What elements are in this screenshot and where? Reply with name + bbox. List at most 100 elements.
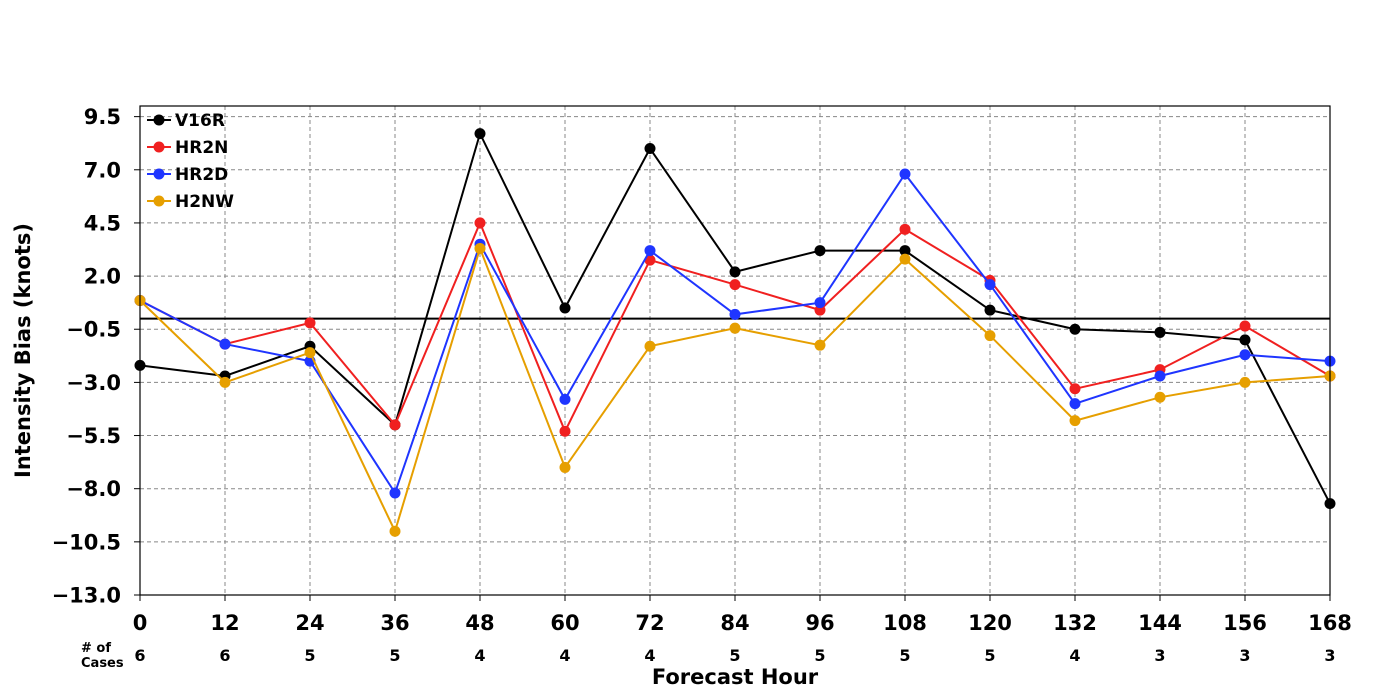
data-point-v16r [1154,326,1166,338]
data-point-h2nw [984,330,996,342]
data-point-h2nw [1239,376,1251,388]
data-point-hr2d [1069,398,1081,410]
data-point-hr2d [559,393,571,405]
y-tick-label: 4.5 [84,211,121,235]
x-tick-label: 0 [133,611,148,635]
data-point-h2nw [474,242,486,254]
x-tick-label: 72 [635,611,664,635]
cases-value: 4 [559,646,570,665]
x-tick-label: 48 [465,611,494,635]
legend-marker-h2nw [153,195,165,207]
data-point-v16r [814,245,826,257]
data-point-hr2n [729,279,741,291]
data-point-h2nw [729,322,741,334]
data-point-v16r [644,143,656,155]
cases-value: 3 [1154,646,1165,665]
data-point-hr2d [984,279,996,291]
data-point-h2nw [814,339,826,351]
legend-label-v16r: V16R [175,111,225,131]
x-tick-label: 60 [550,611,579,635]
cases-value: 5 [899,646,910,665]
data-point-h2nw [899,253,911,265]
series-layer [134,128,1336,537]
y-tick-label: −5.5 [66,424,121,448]
data-point-hr2d [644,245,656,257]
cases-value: 5 [814,646,825,665]
y-tick-label: −8.0 [66,477,121,501]
x-tick-label: 96 [805,611,834,635]
cases-value: 3 [1239,646,1250,665]
legend-marker-hr2d [153,168,165,180]
x-axis-ticks: 0 12 24 36 48 60 72 84 96 108 120 132 144 156 168 [133,595,1352,635]
cases-value: 6 [134,646,145,665]
y-tick-label: −10.5 [52,530,121,554]
data-point-hr2d [389,487,401,499]
x-tick-label: 156 [1223,611,1267,635]
x-tick-label: 108 [883,611,927,635]
x-tick-label: 120 [968,611,1012,635]
data-point-h2nw [219,376,231,388]
y-tick-label: −0.5 [66,318,121,342]
x-tick-label: 132 [1053,611,1097,635]
data-point-hr2n [559,425,571,437]
data-point-h2nw [559,461,571,473]
x-axis-label: Forecast Hour [652,665,819,689]
legend-marker-hr2n [153,141,165,153]
data-point-h2nw [304,347,316,359]
cases-value: 4 [1069,646,1080,665]
legend-label-hr2d: HR2D [175,165,228,185]
data-point-hr2n [1239,320,1251,332]
data-point-hr2n [474,217,486,229]
y-tick-label: 9.5 [84,105,121,129]
y-tick-label: −13.0 [52,584,121,608]
data-point-h2nw [1069,415,1081,427]
x-tick-label: 24 [295,611,324,635]
cases-value: 6 [219,646,230,665]
data-point-hr2d [1154,370,1166,382]
cases-value: 5 [389,646,400,665]
data-point-hr2d [899,168,911,180]
data-point-hr2n [304,317,316,329]
cases-label-line: # of [81,641,111,656]
x-tick-label: 36 [380,611,409,635]
cases-value: 4 [474,646,485,665]
data-point-v16r [474,128,486,140]
data-point-hr2d [814,297,826,309]
y-axis-label: Intensity Bias (knots) [11,223,35,478]
legend-marker-v16r [153,114,165,126]
cases-value: 5 [729,646,740,665]
legend-label-hr2n: HR2N [175,138,228,158]
data-point-v16r [899,245,911,257]
data-point-hr2d [219,338,231,350]
data-point-v16r [729,266,741,278]
y-axis-ticks: 9.5 7.0 4.5 2.0 −0.5 −3.0 −5.5 −8.0 −10.5 −13.0 [52,105,140,608]
x-tick-label: 168 [1308,611,1352,635]
y-tick-label: −3.0 [66,371,121,395]
cases-value: 5 [304,646,315,665]
data-point-hr2d [729,308,741,320]
data-point-v16r [984,304,996,316]
cases-value: 4 [644,646,655,665]
data-point-v16r [559,302,571,314]
data-point-hr2n [899,223,911,235]
data-point-h2nw [1154,391,1166,403]
cases-value: 3 [1324,646,1335,665]
data-point-h2nw [644,340,656,352]
data-point-hr2n [389,419,401,431]
cases-value: 5 [984,646,995,665]
grid [139,106,1331,596]
legend-label-h2nw: H2NW [175,192,234,212]
x-tick-label: 144 [1138,611,1182,635]
cases-row: 6 6 5 5 4 4 4 5 5 5 5 4 3 3 3 [134,646,1335,665]
data-point-v16r [1239,334,1251,346]
data-point-hr2n [1069,383,1081,395]
legend: V16R HR2N HR2D H2NW [147,111,234,212]
data-point-hr2d [1239,349,1251,361]
x-tick-label: 12 [210,611,239,635]
y-tick-label: 7.0 [84,158,121,182]
y-tick-label: 2.0 [84,265,121,289]
data-point-v16r [1069,323,1081,335]
cases-label-line: Cases [81,656,124,671]
cases-label: # of Cases [81,641,124,671]
